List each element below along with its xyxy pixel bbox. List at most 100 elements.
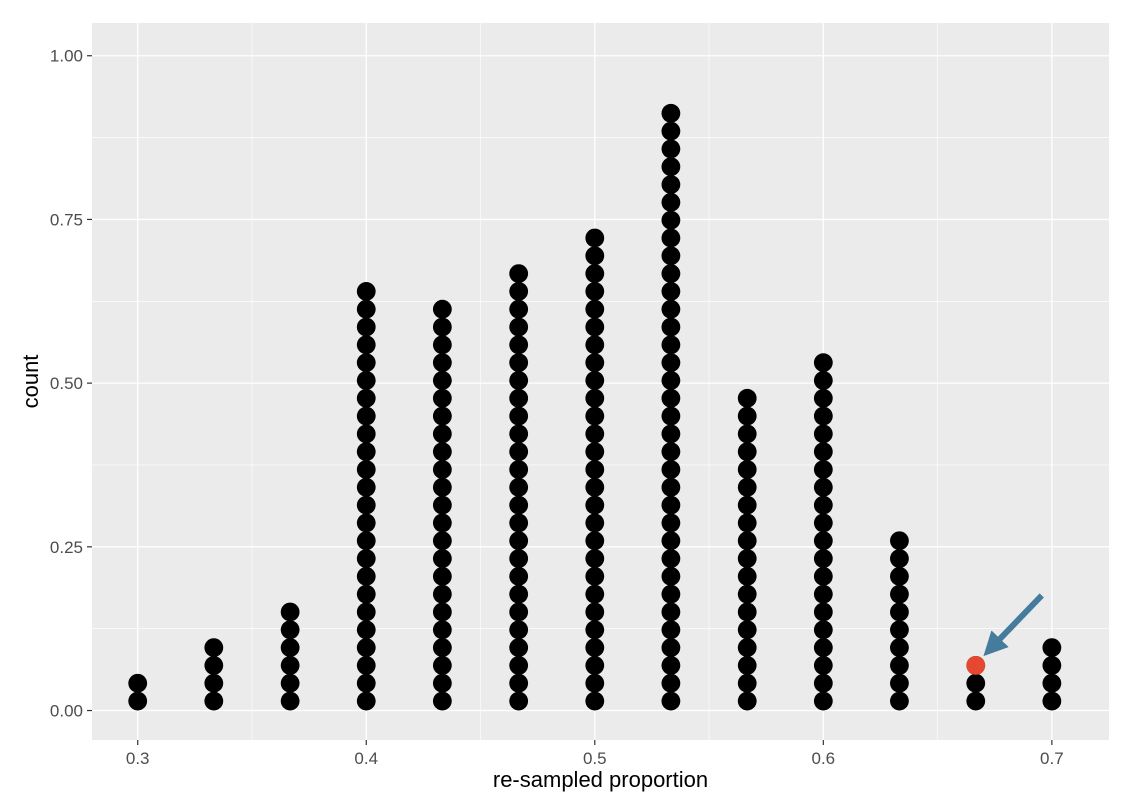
dot xyxy=(813,353,833,373)
dot xyxy=(661,210,681,230)
y-axis-title: count xyxy=(18,355,43,409)
dot xyxy=(813,620,833,640)
dot xyxy=(356,656,376,675)
dot xyxy=(356,335,376,355)
dot xyxy=(585,477,605,497)
dot xyxy=(356,317,376,337)
dot xyxy=(813,513,833,533)
dot xyxy=(356,371,376,390)
dot xyxy=(585,531,605,551)
dot xyxy=(356,353,376,373)
dot xyxy=(813,638,833,658)
dot xyxy=(890,566,909,586)
dot xyxy=(585,299,605,319)
dot xyxy=(585,602,605,622)
dot xyxy=(661,638,681,658)
x-axis: 0.3 0.4 0.5 0.6 0.7 xyxy=(126,740,1064,768)
dot xyxy=(661,121,681,141)
dot xyxy=(509,549,529,568)
dot xyxy=(280,638,300,658)
dot xyxy=(280,602,300,622)
dot xyxy=(813,566,833,586)
dot xyxy=(585,335,605,355)
dot xyxy=(585,353,605,373)
dot xyxy=(661,495,681,515)
dot xyxy=(356,531,376,551)
dot-marks xyxy=(128,103,1062,711)
dot xyxy=(813,388,833,408)
dot xyxy=(509,353,529,373)
dot xyxy=(661,228,681,248)
dot xyxy=(890,656,909,675)
dot xyxy=(356,566,376,586)
dot xyxy=(661,656,681,675)
dot xyxy=(128,673,148,693)
dot xyxy=(661,103,681,123)
dot xyxy=(661,442,681,462)
dot xyxy=(661,602,681,622)
dot xyxy=(356,584,376,604)
dot xyxy=(509,388,529,408)
dot xyxy=(432,656,452,675)
dot xyxy=(509,317,529,337)
dot xyxy=(356,388,376,408)
dot xyxy=(890,691,909,711)
dot xyxy=(585,460,605,479)
dot xyxy=(585,246,605,266)
dot xyxy=(280,656,300,675)
dot xyxy=(813,691,833,711)
dot xyxy=(509,299,529,319)
dot xyxy=(585,371,605,390)
dot xyxy=(1042,656,1062,675)
dot xyxy=(737,495,757,515)
dot xyxy=(1042,691,1062,711)
dot xyxy=(737,477,757,497)
dot xyxy=(737,531,757,551)
dot xyxy=(661,673,681,693)
dot xyxy=(737,691,757,711)
dot xyxy=(509,406,529,426)
dot xyxy=(356,513,376,533)
dot xyxy=(813,656,833,675)
y-axis: 0.00 0.25 0.50 0.75 1.00 xyxy=(50,47,92,721)
dot xyxy=(661,192,681,212)
dot xyxy=(509,335,529,355)
dot xyxy=(356,638,376,658)
dot xyxy=(661,317,681,337)
dot xyxy=(813,673,833,693)
dot xyxy=(813,371,833,390)
dot xyxy=(128,691,148,711)
dot xyxy=(356,477,376,497)
dot xyxy=(585,442,605,462)
dot xyxy=(432,584,452,604)
dot xyxy=(356,620,376,640)
dot xyxy=(890,673,909,693)
dot xyxy=(509,691,529,711)
dot xyxy=(661,513,681,533)
dot xyxy=(661,264,681,283)
dot xyxy=(585,673,605,693)
dot xyxy=(585,656,605,675)
dot xyxy=(356,495,376,515)
dot xyxy=(661,282,681,301)
dot xyxy=(737,442,757,462)
dot xyxy=(737,620,757,640)
dot xyxy=(890,602,909,622)
dot xyxy=(661,371,681,390)
dot xyxy=(737,406,757,426)
dot xyxy=(509,602,529,622)
dot xyxy=(204,691,224,711)
dot xyxy=(356,691,376,711)
dot xyxy=(661,531,681,551)
dot xyxy=(509,264,529,283)
dot xyxy=(432,513,452,533)
dot xyxy=(661,175,681,194)
dot xyxy=(432,460,452,479)
dot xyxy=(585,549,605,568)
dot xyxy=(661,299,681,319)
dot xyxy=(813,531,833,551)
dot xyxy=(432,477,452,497)
y-tick-label: 0.00 xyxy=(50,702,83,721)
dot xyxy=(966,673,986,693)
dot xyxy=(813,460,833,479)
